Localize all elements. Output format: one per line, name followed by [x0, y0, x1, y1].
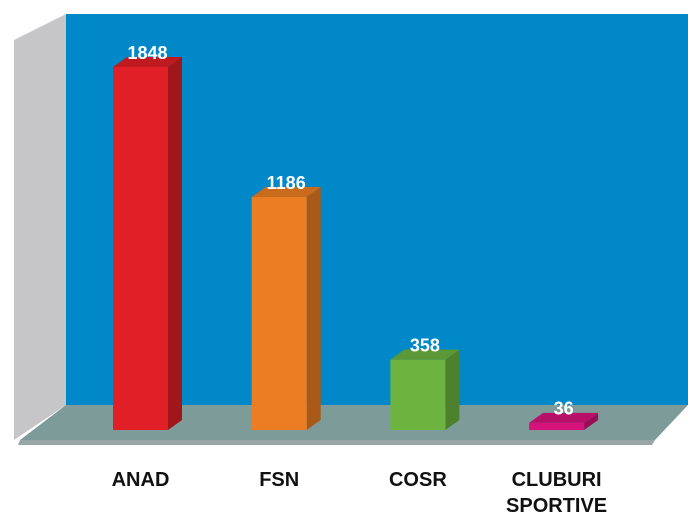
bar-top — [251, 187, 321, 198]
bar — [113, 67, 168, 430]
bar-side — [445, 349, 460, 430]
category-label: COSR — [388, 469, 447, 491]
floor — [20, 405, 688, 440]
side-wall — [14, 14, 66, 440]
bar — [390, 359, 446, 430]
value-label: 358 — [410, 335, 440, 355]
bar — [529, 422, 585, 430]
category-label: ANAD — [111, 469, 170, 491]
bar-top — [390, 349, 460, 360]
bar-side — [584, 412, 599, 430]
bar-top — [529, 412, 599, 423]
bar — [251, 197, 307, 430]
value-label: 1186 — [267, 173, 306, 193]
floor-edge — [18, 440, 655, 445]
category-label: CLUBURI SPORTIVE — [506, 469, 608, 517]
category-label: FSN — [259, 469, 300, 491]
value-label: 36 — [554, 399, 574, 419]
bar-top — [113, 57, 182, 67]
bar-side — [306, 187, 321, 430]
bar-side — [168, 57, 182, 430]
value-label: 1848 — [127, 43, 167, 63]
